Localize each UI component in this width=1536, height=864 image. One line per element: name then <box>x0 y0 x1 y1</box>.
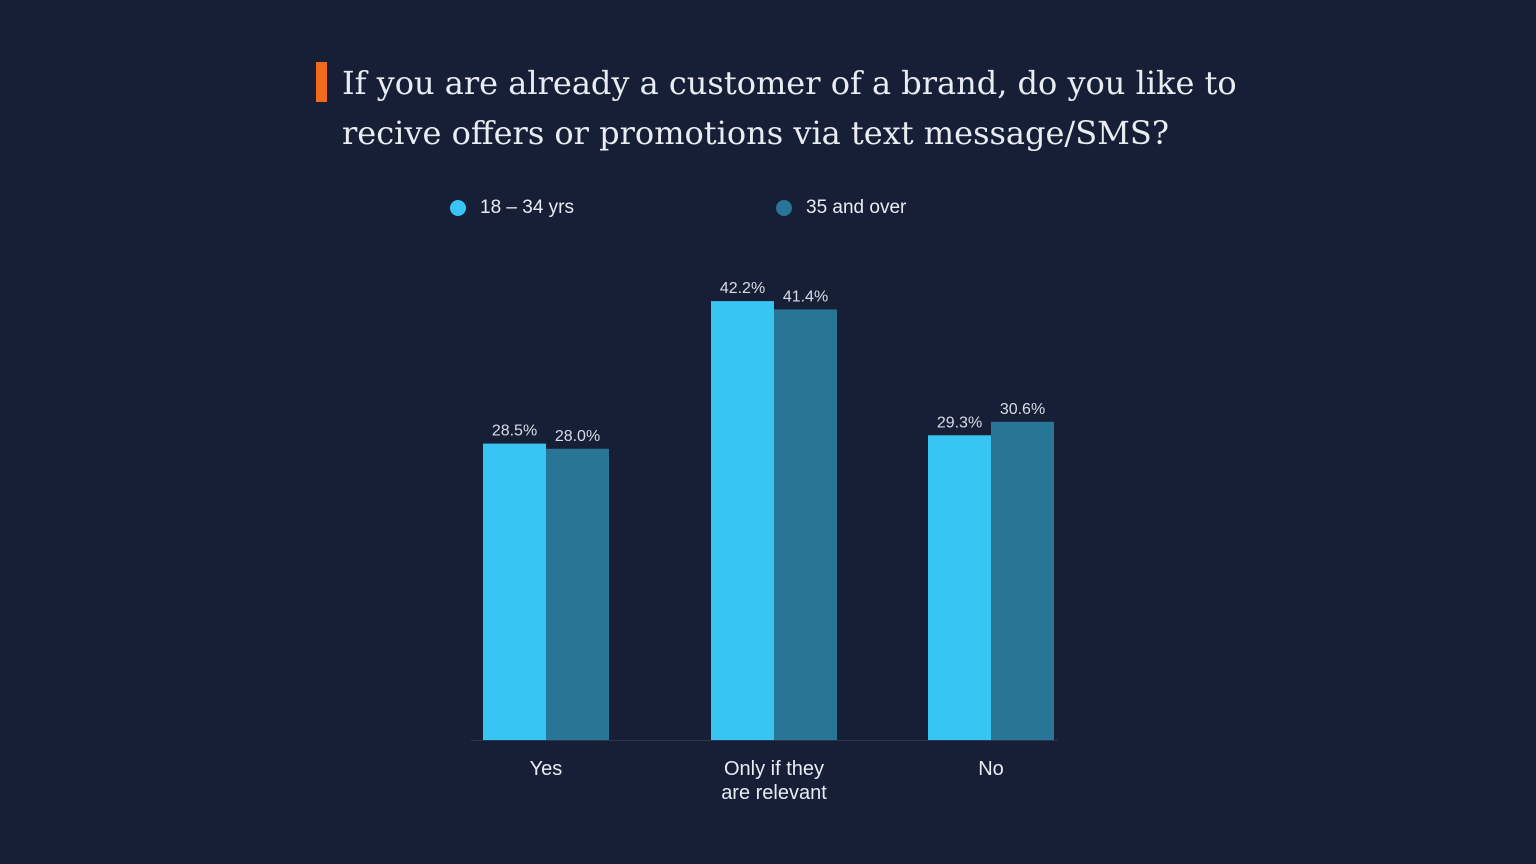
data-label-0-series-0: 28.5% <box>492 423 537 440</box>
chart-title-line-2: recive offers or promotions via text mes… <box>342 114 1169 152</box>
data-label-1-series-0: 42.2% <box>720 280 765 297</box>
bar-2-series-1 <box>991 421 1054 740</box>
data-label-2-series-0: 29.3% <box>937 414 982 431</box>
chart-title-line-1: If you are already a customer of a brand… <box>342 64 1237 102</box>
category-label-2-line-0: No <box>978 758 1004 780</box>
bar-2-series-0 <box>928 435 991 740</box>
legend-label-35-over: 35 and over <box>806 197 907 218</box>
bar-0-series-0 <box>483 443 546 740</box>
title-accent-bar <box>316 62 327 102</box>
legend-label-18-34: 18 – 34 yrs <box>480 197 574 218</box>
bar-0-series-1 <box>546 448 609 740</box>
bar-1-series-1 <box>774 309 837 740</box>
category-label-1-line-0: Only if they <box>724 758 824 780</box>
category-label-1-line-1: are relevant <box>721 782 827 804</box>
legend-item-18-34: 18 – 34 yrs <box>450 196 574 220</box>
data-label-1-series-1: 41.4% <box>783 288 828 305</box>
data-label-2-series-1: 30.6% <box>1000 401 1045 418</box>
category-label-0-line-0: Yes <box>530 758 563 780</box>
data-label-0-series-1: 28.0% <box>555 428 600 445</box>
legend-swatch-18-34 <box>450 200 466 216</box>
bar-1-series-0 <box>711 301 774 740</box>
legend-swatch-35-over <box>776 200 792 216</box>
chart-title: If you are already a customer of a brand… <box>342 58 1242 158</box>
legend-item-35-over: 35 and over <box>776 196 906 220</box>
